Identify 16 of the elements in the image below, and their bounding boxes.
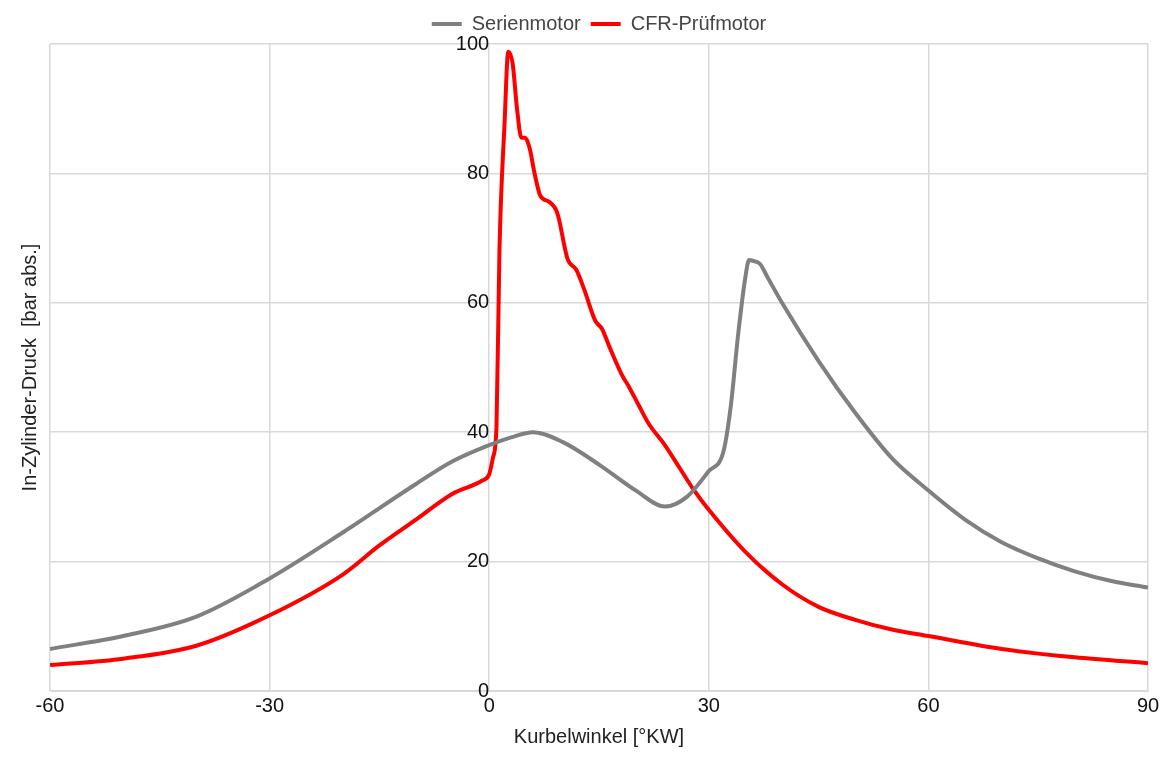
y-axis-title: In-Zylinder-Druck [bar abs.] xyxy=(17,243,40,492)
legend-label: Serienmotor xyxy=(471,11,582,34)
y-tick-label: 20 xyxy=(466,549,490,572)
x-tick-label: -60 xyxy=(35,693,65,716)
x-tick-label: 30 xyxy=(697,693,720,716)
y-tick-label: 60 xyxy=(466,290,490,313)
x-axis-title: Kurbelwinkel [°KW] xyxy=(513,724,685,747)
y-tick-label: 100 xyxy=(455,31,490,54)
x-tick-label: -30 xyxy=(255,693,285,716)
y-tick-label: 40 xyxy=(466,419,490,442)
line-series xyxy=(50,258,1148,651)
y-tick-label: 80 xyxy=(466,160,490,183)
legend-label: CFR-Prüfmotor xyxy=(630,11,767,34)
x-tick-label: 60 xyxy=(917,693,940,716)
line-series xyxy=(50,49,1148,668)
x-tick-label: 90 xyxy=(1136,693,1160,716)
